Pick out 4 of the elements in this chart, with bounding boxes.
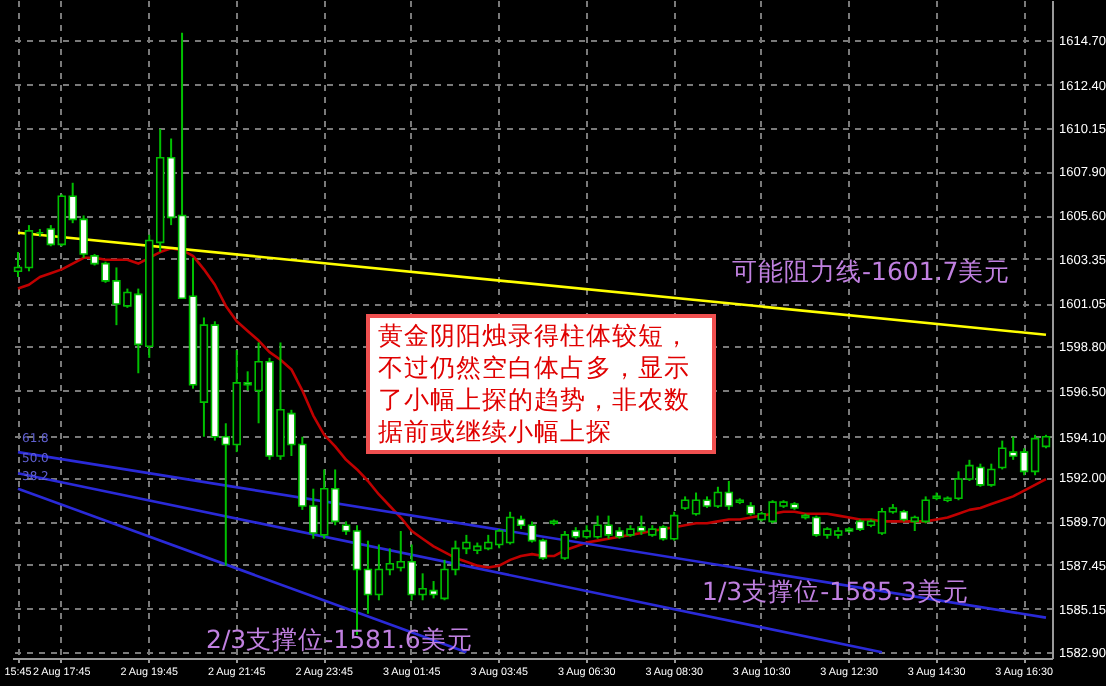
- line-series: [16, 246, 1048, 569]
- annotation: 可能阻力线-1601.7美元: [732, 256, 1011, 286]
- note-box: 黄金阴阳烛录得柱体较短，不过仍然空白体占多，显示了小幅上探的趋势，非农数据前或继续小幅上探: [366, 314, 716, 454]
- annotation: 黄金阴阳烛录得柱体较短，不过仍然空白体占多，显示了小幅上探的趋势，非农数据前或继续小幅上探: [378, 320, 692, 448]
